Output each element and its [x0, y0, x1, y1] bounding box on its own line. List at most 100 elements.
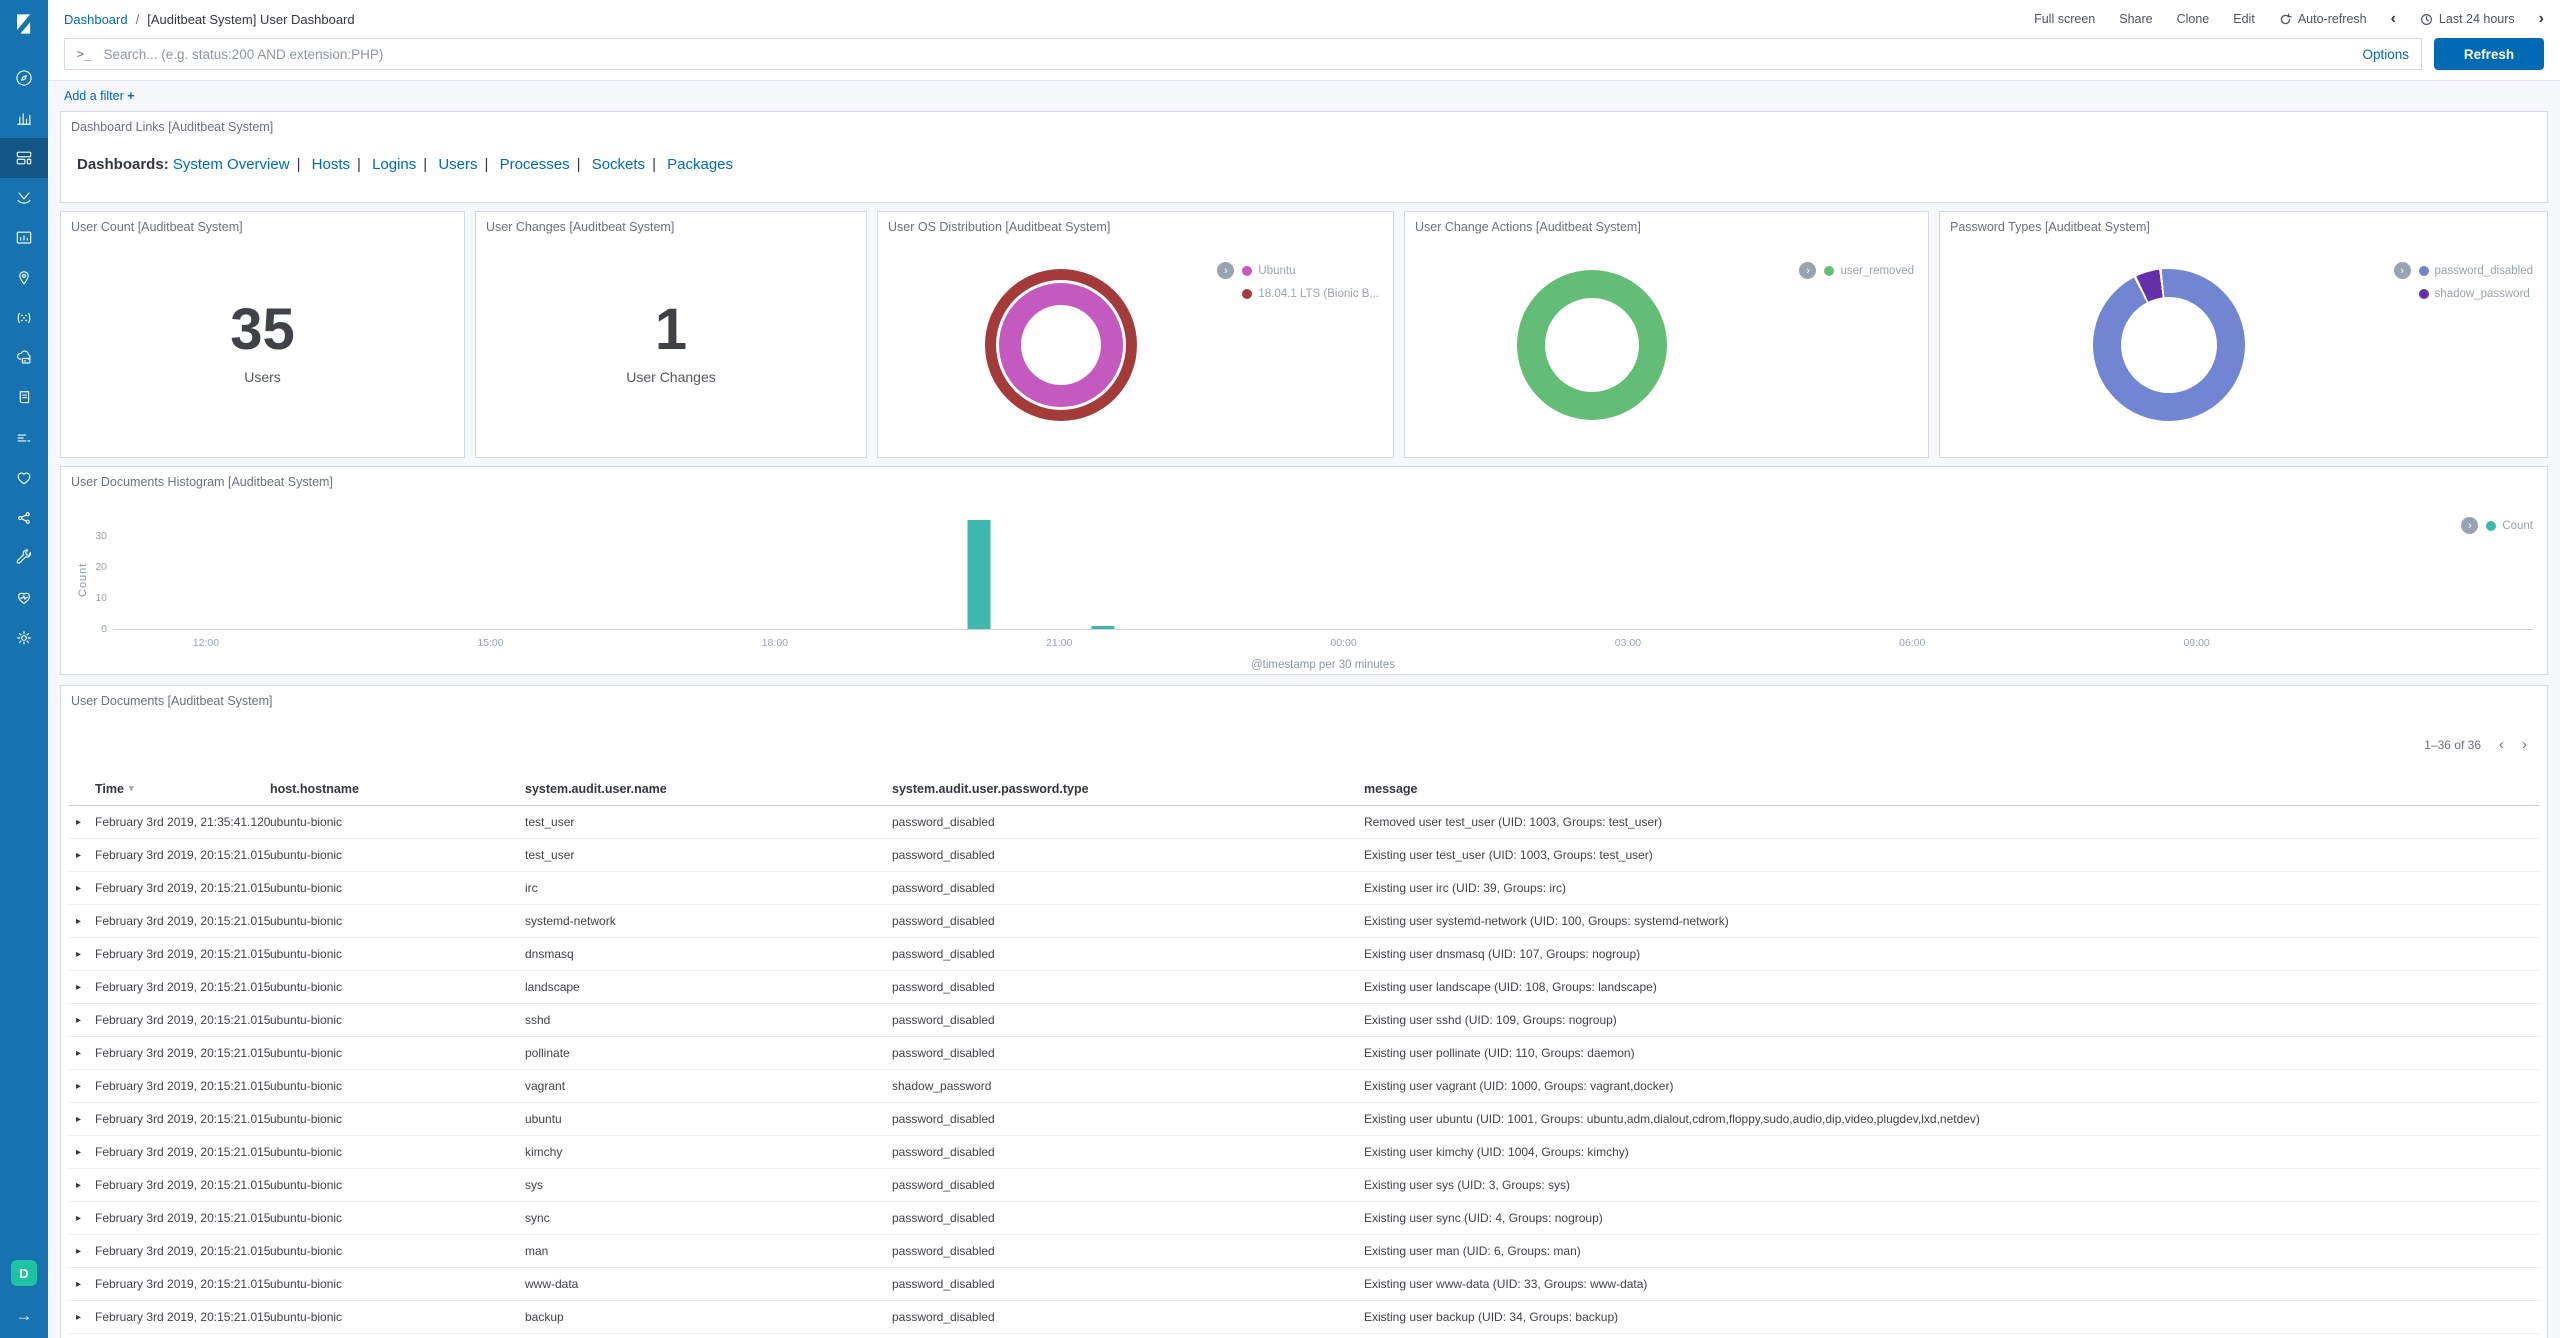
os-donut-chart[interactable] — [878, 232, 1393, 457]
search-input[interactable] — [103, 46, 2351, 62]
legend-item[interactable]: › password_disabled — [2393, 262, 2533, 279]
time-range-button[interactable]: Last 24 hours — [2420, 12, 2515, 26]
legend-label[interactable]: 18.04.1 LTS (Bionic B... — [1258, 288, 1379, 300]
table-row[interactable]: ▸ February 3rd 2019, 21:35:41.120 ubuntu… — [69, 806, 2539, 839]
sidebar-item-discover[interactable] — [0, 58, 48, 98]
link-sockets[interactable]: Sockets — [591, 156, 646, 173]
table-row[interactable]: ▸ February 3rd 2019, 20:15:21.015 ubuntu… — [69, 1136, 2539, 1169]
table-row[interactable]: ▸ February 3rd 2019, 20:15:21.015 ubuntu… — [69, 1169, 2539, 1202]
sidebar-item-management[interactable] — [0, 618, 48, 658]
time-forward-button[interactable]: › — [2538, 10, 2544, 27]
legend-toggle-icon[interactable]: › — [2393, 262, 2411, 279]
expand-row-icon[interactable]: ▸ — [76, 1212, 82, 1224]
expand-row-icon[interactable]: ▸ — [76, 849, 82, 861]
column-header-host[interactable]: host.hostname — [270, 781, 359, 796]
expand-row-icon[interactable]: ▸ — [76, 1080, 82, 1092]
table-row[interactable]: ▸ February 3rd 2019, 20:15:21.015 ubuntu… — [69, 1103, 2539, 1136]
password-donut-chart[interactable] — [1940, 232, 2547, 457]
table-row[interactable]: ▸ February 3rd 2019, 20:15:21.015 ubuntu… — [69, 1334, 2539, 1338]
legend-item[interactable]: 18.04.1 LTS (Bionic B... — [1242, 288, 1379, 300]
kibana-logo[interactable] — [0, 0, 48, 48]
table-row[interactable]: ▸ February 3rd 2019, 20:15:21.015 ubuntu… — [69, 938, 2539, 971]
histogram-bar-21-30[interactable] — [1091, 626, 1115, 629]
column-header-time[interactable]: Time ▾ — [95, 782, 270, 796]
expand-row-icon[interactable]: ▸ — [76, 1014, 82, 1026]
expand-row-icon[interactable]: ▸ — [76, 1278, 82, 1290]
expand-row-icon[interactable]: ▸ — [76, 816, 82, 828]
legend-item[interactable]: shadow_password — [2418, 288, 2533, 300]
sort-descending-icon[interactable]: ▾ — [128, 783, 134, 793]
expand-row-icon[interactable]: ▸ — [76, 948, 82, 960]
column-header-user-name[interactable]: system.audit.user.name — [525, 781, 667, 796]
link-logins[interactable]: Logins — [372, 156, 417, 173]
expand-row-icon[interactable]: ▸ — [76, 915, 82, 927]
legend-toggle-icon[interactable]: › — [2461, 517, 2479, 534]
sidebar-item-dev-tools[interactable] — [0, 538, 48, 578]
histogram-bar-20-00[interactable] — [967, 520, 991, 629]
actions-donut-chart[interactable] — [1405, 232, 1928, 457]
table-row[interactable]: ▸ February 3rd 2019, 20:15:21.015 ubuntu… — [69, 1301, 2539, 1334]
table-row[interactable]: ▸ February 3rd 2019, 20:15:21.015 ubuntu… — [69, 1070, 2539, 1103]
table-row[interactable]: ▸ February 3rd 2019, 20:15:21.015 ubuntu… — [69, 872, 2539, 905]
legend-toggle-icon[interactable]: › — [1217, 262, 1235, 279]
full-screen-button[interactable]: Full screen — [2034, 12, 2096, 26]
expand-row-icon[interactable]: ▸ — [76, 1146, 82, 1158]
table-row[interactable]: ▸ February 3rd 2019, 20:15:21.015 ubuntu… — [69, 905, 2539, 938]
column-header-password-type[interactable]: system.audit.user.password.type — [892, 781, 1089, 796]
table-row[interactable]: ▸ February 3rd 2019, 20:15:21.015 ubuntu… — [69, 971, 2539, 1004]
previous-page-button[interactable]: ‹ — [2499, 736, 2504, 753]
share-button[interactable]: Share — [2119, 12, 2153, 26]
legend-toggle-icon[interactable]: › — [1799, 262, 1817, 279]
password-ring[interactable] — [2092, 268, 2245, 421]
table-row[interactable]: ▸ February 3rd 2019, 20:15:21.015 ubuntu… — [69, 1037, 2539, 1070]
os-inner-ring[interactable] — [998, 282, 1123, 407]
time-back-button[interactable]: ‹ — [2390, 10, 2396, 27]
clone-button[interactable]: Clone — [2176, 12, 2210, 26]
table-row[interactable]: ▸ February 3rd 2019, 20:15:21.015 ubuntu… — [69, 1004, 2539, 1037]
column-header-message[interactable]: message — [1364, 781, 1418, 796]
sidebar-item-monitoring[interactable] — [0, 578, 48, 618]
table-row[interactable]: ▸ February 3rd 2019, 20:15:21.015 ubuntu… — [69, 1202, 2539, 1235]
sidebar-item-dashboard[interactable] — [0, 138, 48, 178]
actions-ring[interactable] — [1516, 269, 1667, 420]
link-users[interactable]: Users — [438, 156, 478, 173]
expand-row-icon[interactable]: ▸ — [76, 1113, 82, 1125]
legend-label[interactable]: shadow_password — [2434, 288, 2530, 300]
expand-row-icon[interactable]: ▸ — [76, 1245, 82, 1257]
sidebar-item-timelion[interactable] — [0, 178, 48, 218]
edit-button[interactable]: Edit — [2233, 12, 2255, 26]
auto-refresh-button[interactable]: Auto-refresh — [2279, 12, 2367, 26]
expand-row-icon[interactable]: ▸ — [76, 1311, 82, 1323]
sidebar-item-machine-learning[interactable] — [0, 298, 48, 338]
sidebar-item-visualize[interactable] — [0, 98, 48, 138]
legend-item[interactable]: › Ubuntu — [1217, 262, 1379, 279]
legend-label[interactable]: Count — [2502, 519, 2533, 532]
sidebar-item-graph[interactable] — [0, 498, 48, 538]
sidebar-item-logs[interactable] — [0, 378, 48, 418]
sidebar-item-uptime[interactable] — [0, 458, 48, 498]
table-row[interactable]: ▸ February 3rd 2019, 20:15:21.015 ubuntu… — [69, 839, 2539, 872]
sidebar-item-maps[interactable] — [0, 258, 48, 298]
link-system-overview[interactable]: System Overview — [172, 156, 290, 173]
link-processes[interactable]: Processes — [499, 156, 570, 173]
space-badge[interactable]: D — [11, 1260, 37, 1286]
add-filter-link[interactable]: Add a filter + — [64, 89, 135, 103]
expand-row-icon[interactable]: ▸ — [76, 981, 82, 993]
legend-label[interactable]: password_disabled — [2434, 264, 2533, 277]
os-outer-ring[interactable] — [984, 268, 1137, 421]
next-page-button[interactable]: › — [2522, 736, 2527, 753]
collapse-sidebar-icon[interactable]: → — [15, 1306, 33, 1325]
legend-label[interactable]: user_removed — [1840, 264, 1914, 277]
refresh-button[interactable]: Refresh — [2434, 38, 2544, 70]
legend-item[interactable]: › user_removed — [1799, 262, 1914, 279]
breadcrumb-dashboard-link[interactable]: Dashboard — [64, 11, 128, 27]
table-row[interactable]: ▸ February 3rd 2019, 20:15:21.015 ubuntu… — [69, 1268, 2539, 1301]
expand-row-icon[interactable]: ▸ — [76, 1179, 82, 1191]
link-packages[interactable]: Packages — [667, 156, 734, 173]
sidebar-item-canvas[interactable] — [0, 218, 48, 258]
table-row[interactable]: ▸ February 3rd 2019, 20:15:21.015 ubuntu… — [69, 1235, 2539, 1268]
expand-row-icon[interactable]: ▸ — [76, 882, 82, 894]
legend-item[interactable]: › Count — [2461, 517, 2533, 534]
link-hosts[interactable]: Hosts — [311, 156, 350, 173]
sidebar-item-infrastructure[interactable] — [0, 338, 48, 378]
